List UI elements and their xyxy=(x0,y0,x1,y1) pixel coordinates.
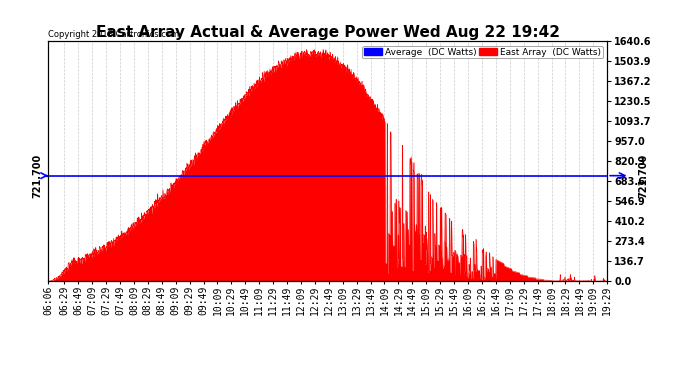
Text: Copyright 2018 Cartronics.com: Copyright 2018 Cartronics.com xyxy=(48,30,179,39)
Legend: Average  (DC Watts), East Array  (DC Watts): Average (DC Watts), East Array (DC Watts… xyxy=(362,46,602,58)
Text: 721.700: 721.700 xyxy=(638,153,648,198)
Title: East Array Actual & Average Power Wed Aug 22 19:42: East Array Actual & Average Power Wed Au… xyxy=(96,25,560,40)
